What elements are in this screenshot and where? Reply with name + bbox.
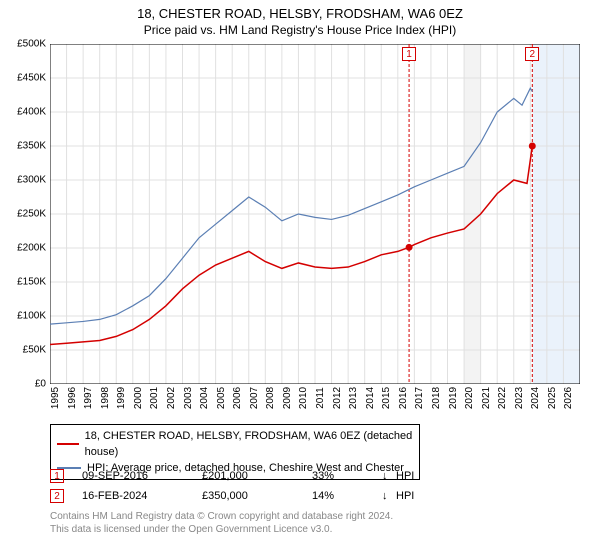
y-tick-label: £150K (17, 277, 46, 288)
footer: Contains HM Land Registry data © Crown c… (50, 510, 570, 536)
x-tick-label: 2011 (315, 387, 326, 409)
x-tick-label: 2014 (365, 387, 376, 409)
marker-pct: 33% (312, 470, 382, 482)
chart-title: 18, CHESTER ROAD, HELSBY, FRODSHAM, WA6 … (0, 6, 600, 21)
x-tick-label: 2020 (464, 387, 475, 409)
x-tick-label: 2003 (183, 387, 194, 409)
marker-price: £201,000 (202, 470, 312, 482)
callout-badge: 2 (525, 47, 539, 61)
x-tick-label: 2015 (381, 387, 392, 409)
x-tick-label: 1997 (83, 387, 94, 409)
y-tick-label: £450K (17, 73, 46, 84)
marker-hpi-label: HPI (396, 490, 426, 502)
marker-hpi-label: HPI (396, 470, 426, 482)
x-tick-label: 2024 (530, 387, 541, 409)
footer-line-1: Contains HM Land Registry data © Crown c… (50, 510, 570, 523)
x-tick-label: 2013 (348, 387, 359, 409)
x-tick-label: 2001 (149, 387, 160, 409)
x-tick-label: 2016 (398, 387, 409, 409)
y-tick-label: £500K (17, 39, 46, 50)
y-tick-label: £350K (17, 141, 46, 152)
marker-table: 1 09-SEP-2016£201,00033%↓HPI 2 16-FEB-2024£… (50, 466, 550, 506)
marker-price: £350,000 (202, 490, 312, 502)
x-tick-label: 2019 (448, 387, 459, 409)
y-tick-label: £50K (23, 345, 46, 356)
x-tick-label: 2022 (497, 387, 508, 409)
marker-table-row: 1 09-SEP-2016£201,00033%↓HPI (50, 466, 550, 486)
x-tick-label: 2009 (282, 387, 293, 409)
down-arrow-icon: ↓ (382, 470, 396, 482)
x-tick-label: 2025 (547, 387, 558, 409)
y-tick-label: £250K (17, 209, 46, 220)
y-axis: £0£50K£100K£150K£200K£250K£300K£350K£400… (0, 44, 50, 384)
x-tick-label: 1998 (100, 387, 111, 409)
down-arrow-icon: ↓ (382, 490, 396, 502)
marker-badge: 2 (50, 489, 64, 503)
marker-date: 09-SEP-2016 (82, 470, 202, 482)
title-block: 18, CHESTER ROAD, HELSBY, FRODSHAM, WA6 … (0, 0, 600, 39)
x-axis: 1995 1996 1997 1998 1999 2000 2001 2002 2003 2004… (50, 384, 580, 424)
x-tick-label: 2002 (166, 387, 177, 409)
x-tick-label: 2010 (298, 387, 309, 409)
x-tick-label: 2023 (514, 387, 525, 409)
chart-container: 18, CHESTER ROAD, HELSBY, FRODSHAM, WA6 … (0, 0, 600, 560)
x-tick-label: 2000 (133, 387, 144, 409)
x-tick-label: 1996 (67, 387, 78, 409)
marker-table-row: 2 16-FEB-2024£350,00014%↓HPI (50, 486, 550, 506)
footer-line-2: This data is licensed under the Open Gov… (50, 523, 570, 536)
y-tick-label: £300K (17, 175, 46, 186)
x-tick-label: 2004 (199, 387, 210, 409)
chart-area: 12 (50, 44, 580, 384)
x-tick-label: 1995 (50, 387, 61, 409)
y-tick-label: £100K (17, 311, 46, 322)
x-tick-label: 2006 (232, 387, 243, 409)
callout-badge: 1 (402, 47, 416, 61)
x-tick-label: 2018 (431, 387, 442, 409)
x-tick-label: 2012 (332, 387, 343, 409)
chart-subtitle: Price paid vs. HM Land Registry's House … (0, 23, 600, 37)
marker-badge: 1 (50, 469, 64, 483)
x-tick-label: 1999 (116, 387, 127, 409)
x-tick-label: 2021 (481, 387, 492, 409)
x-tick-label: 2008 (265, 387, 276, 409)
x-tick-label: 2007 (249, 387, 260, 409)
plot-svg (50, 44, 580, 384)
y-tick-label: £400K (17, 107, 46, 118)
marker-date: 16-FEB-2024 (82, 490, 202, 502)
x-tick-label: 2026 (563, 387, 574, 409)
x-tick-label: 2005 (216, 387, 227, 409)
y-tick-label: £200K (17, 243, 46, 254)
legend-swatch (57, 443, 79, 445)
x-tick-label: 2017 (414, 387, 425, 409)
legend-row: 18, CHESTER ROAD, HELSBY, FRODSHAM, WA6 … (57, 428, 413, 460)
y-tick-label: £0 (35, 379, 46, 390)
marker-pct: 14% (312, 490, 382, 502)
legend-label: 18, CHESTER ROAD, HELSBY, FRODSHAM, WA6 … (85, 428, 413, 460)
